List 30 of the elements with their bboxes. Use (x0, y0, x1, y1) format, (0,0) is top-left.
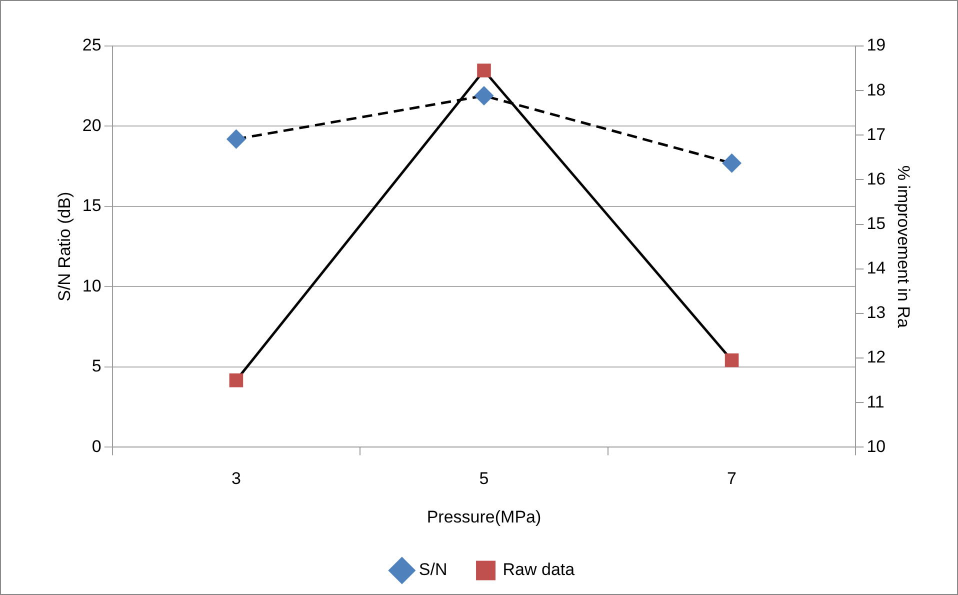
point (474, 86, 494, 105)
y2-tick-label: 15 (866, 214, 886, 233)
y2-axis-title: % improvement in Ra (894, 165, 914, 328)
y-axis-title: S/N Ratio (dB) (54, 192, 74, 302)
x-tick-label: 5 (479, 469, 489, 488)
y2-tick-label: 12 (866, 348, 886, 367)
legend-label: Raw data (502, 560, 576, 580)
point (724, 353, 739, 368)
y2-tick-label: 14 (866, 258, 886, 278)
point (722, 154, 742, 172)
x-tick-label: 3 (231, 469, 241, 488)
y2-tick-label: 13 (866, 303, 886, 322)
y2-tick-label: 16 (866, 169, 886, 188)
x-tick-label: 7 (727, 469, 737, 488)
y-tick-label: 10 (82, 276, 102, 296)
x-axis-title: Pressure(MPa) (426, 507, 542, 526)
point (226, 130, 246, 148)
y-tick-label: 5 (92, 356, 102, 376)
y2-tick-label: 11 (866, 392, 884, 412)
y2-tick-label: 17 (866, 124, 886, 144)
legend-label: S/N (418, 560, 448, 580)
y-tick-label: 15 (82, 196, 102, 216)
y-tick-label: 25 (82, 36, 102, 55)
point (477, 64, 491, 78)
y2-tick-label: 18 (866, 80, 886, 100)
y-tick-label: 0 (92, 436, 102, 456)
y2-tick-label: 10 (866, 436, 886, 456)
point (229, 373, 244, 388)
y2-tick-label: 19 (866, 36, 886, 55)
y-tick-label: 20 (82, 116, 102, 135)
